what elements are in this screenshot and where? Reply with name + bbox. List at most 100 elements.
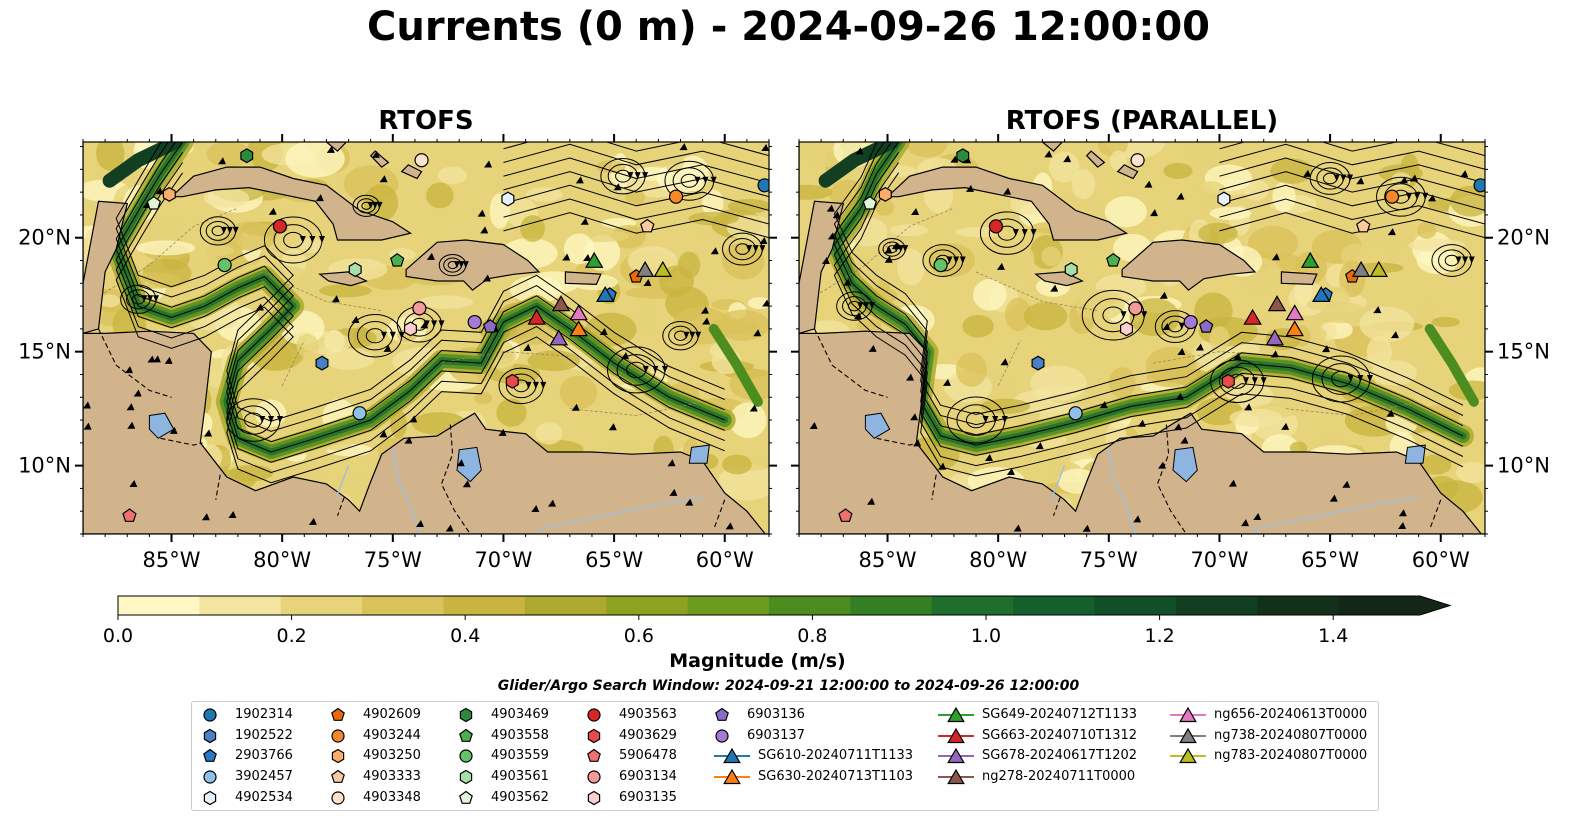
speed-patch — [1108, 367, 1136, 399]
streamline-arrow — [911, 207, 920, 215]
country-border — [814, 328, 888, 398]
legend-label: SG649-20240712T1133 — [982, 707, 1138, 722]
streamline-arrow — [855, 147, 864, 155]
argo-float-4903333 — [640, 218, 655, 233]
speed-patch — [1402, 142, 1451, 151]
streamline-arrow — [379, 430, 388, 438]
streamline-arrow — [832, 211, 841, 219]
streamline-arrow — [752, 245, 759, 253]
argo-float-4903559 — [933, 257, 948, 273]
streamline-arrow — [1233, 352, 1242, 360]
legend-label: 4903333 — [363, 769, 421, 785]
streamline-arrow — [147, 295, 154, 303]
streamline-arrow — [453, 261, 460, 269]
legend-marker-shape — [203, 790, 217, 805]
streamline-arrow — [1001, 416, 1008, 424]
speed-patch — [722, 242, 765, 280]
colorbar-tick-label: 0.4 — [450, 625, 480, 647]
streamline-arrow — [910, 413, 919, 421]
streamline-arrow — [642, 365, 649, 373]
colorbar-segment — [850, 596, 933, 615]
speed-patch — [1109, 150, 1127, 171]
streamline-arrow — [1251, 377, 1258, 385]
streamline-arrow — [1141, 311, 1148, 319]
bathymetry-contour — [975, 271, 1098, 312]
streamline — [503, 142, 769, 157]
lake — [864, 412, 891, 439]
legend-marker — [938, 706, 974, 723]
glider-ng738-20240807T0000 — [635, 260, 655, 277]
lake — [456, 446, 482, 483]
legend-marker — [331, 749, 345, 764]
speed-patch — [560, 177, 619, 200]
streamline-arrow — [1366, 375, 1373, 383]
panel-title-rtofs-parallel: RTOFS (PARALLEL) — [1005, 106, 1279, 136]
streamline-arrow — [309, 236, 316, 243]
argo-float-6903136 — [1198, 319, 1214, 333]
streamline-arrow — [1462, 256, 1469, 264]
colorbar-tick-label: 0.6 — [624, 625, 654, 647]
streamline-arrow — [201, 513, 210, 521]
map-panels: 85°W 80°W 75°W 70°W 65°W 60°W 10°N 15°N 20°N 85°W… — [18, 134, 1550, 572]
lake — [1404, 444, 1426, 464]
streamline — [1219, 198, 1485, 225]
glider-SG610-20240711T1133 — [595, 286, 615, 302]
legend-label: ng278-20240711T0000 — [982, 769, 1136, 785]
streamline-arrow — [643, 278, 652, 286]
legend-marker-shape — [331, 769, 345, 783]
argo-float-1902522 — [315, 355, 329, 371]
speed-patch — [928, 243, 975, 278]
legend-marker-shape — [723, 748, 741, 764]
legend-label: 4903559 — [491, 748, 549, 764]
argo-float-4903561 — [1064, 262, 1078, 278]
streamline-arrow — [1321, 345, 1330, 353]
streamline-arrow — [984, 454, 993, 462]
land-cuba — [885, 166, 1129, 241]
streamline-arrow — [532, 381, 539, 389]
streamline — [115, 142, 725, 443]
legend-label: SG678-20240617T1202 — [982, 748, 1138, 764]
streamline — [503, 157, 769, 184]
colorbar-outline — [117, 595, 1452, 616]
streamline-arrow — [749, 404, 758, 412]
legend-marker-shape — [587, 728, 601, 743]
streamline-arrow — [953, 256, 960, 264]
argo-float-6903135 — [1120, 321, 1133, 337]
legend-marker — [587, 708, 601, 722]
legend-marker — [715, 707, 729, 721]
speed-patch — [1196, 180, 1226, 199]
streamline-arrow — [1342, 480, 1351, 488]
streamline-arrow — [1137, 419, 1146, 427]
legend-label: 1902314 — [235, 707, 293, 722]
colorbar-segment — [1094, 596, 1177, 615]
colorbar-segment — [443, 596, 526, 615]
speed-patch — [426, 182, 454, 209]
legend-marker-shape — [947, 727, 965, 743]
lake — [1172, 446, 1198, 483]
legend-marker-shape — [587, 790, 601, 805]
lake — [148, 412, 175, 439]
glider-ng656-20240613T0000 — [1285, 304, 1304, 321]
legend-marker-shape — [723, 768, 741, 785]
argo-float-4902534 — [1217, 191, 1231, 207]
streamline — [833, 152, 1464, 456]
speed-patch — [319, 284, 372, 298]
country-border — [98, 328, 172, 398]
streamline-arrow — [621, 352, 630, 360]
antilles-current-band — [1424, 323, 1479, 407]
streamline-arrow — [1012, 229, 1019, 237]
speed-patch — [1371, 360, 1418, 386]
argo-float-4902534 — [501, 191, 515, 207]
argo-float-4903629 — [505, 373, 519, 389]
speed-patch — [906, 142, 948, 158]
glider-SG610-20240711T1133 — [1311, 286, 1331, 302]
streamline — [1219, 157, 1485, 184]
streamline — [1219, 184, 1485, 211]
streamline-arrow — [367, 201, 374, 209]
streamline — [1219, 143, 1485, 170]
country-border — [1052, 497, 1061, 516]
legend-label: 6903137 — [747, 727, 805, 743]
streamline-arrow — [415, 520, 424, 528]
colorbar-tick-label: 1.2 — [1144, 625, 1174, 647]
streamline-arrow — [308, 517, 317, 525]
